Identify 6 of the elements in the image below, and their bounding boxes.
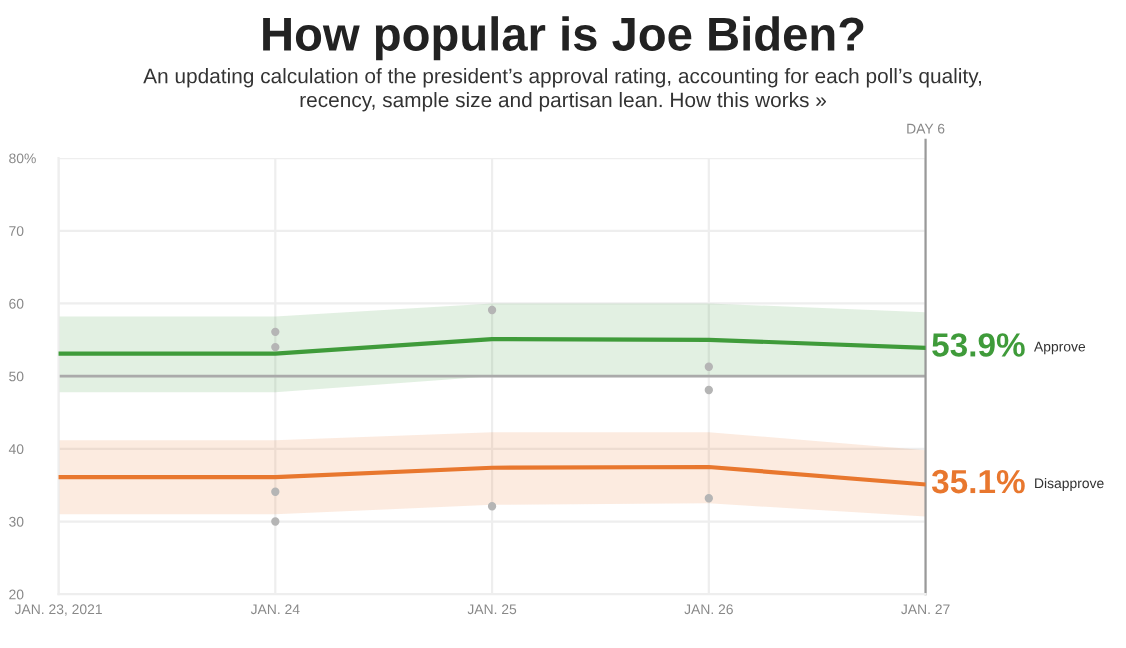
line-series [58, 464, 926, 487]
chart-subtitle: An updating calculation of the president’s approval rating, accounting for each poll’s quality, recency, sample size and partisan lean. How this works » [143, 68, 981, 112]
data-label: 35.1% [931, 469, 1025, 494]
data-label: 53.9% [932, 333, 1025, 357]
line-series [58, 337, 926, 356]
chart-title: How popular is Joe Biden? [263, 16, 864, 61]
